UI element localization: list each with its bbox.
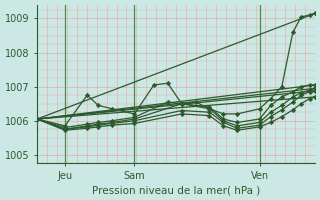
X-axis label: Pression niveau de la mer( hPa ): Pression niveau de la mer( hPa ) bbox=[92, 185, 260, 195]
